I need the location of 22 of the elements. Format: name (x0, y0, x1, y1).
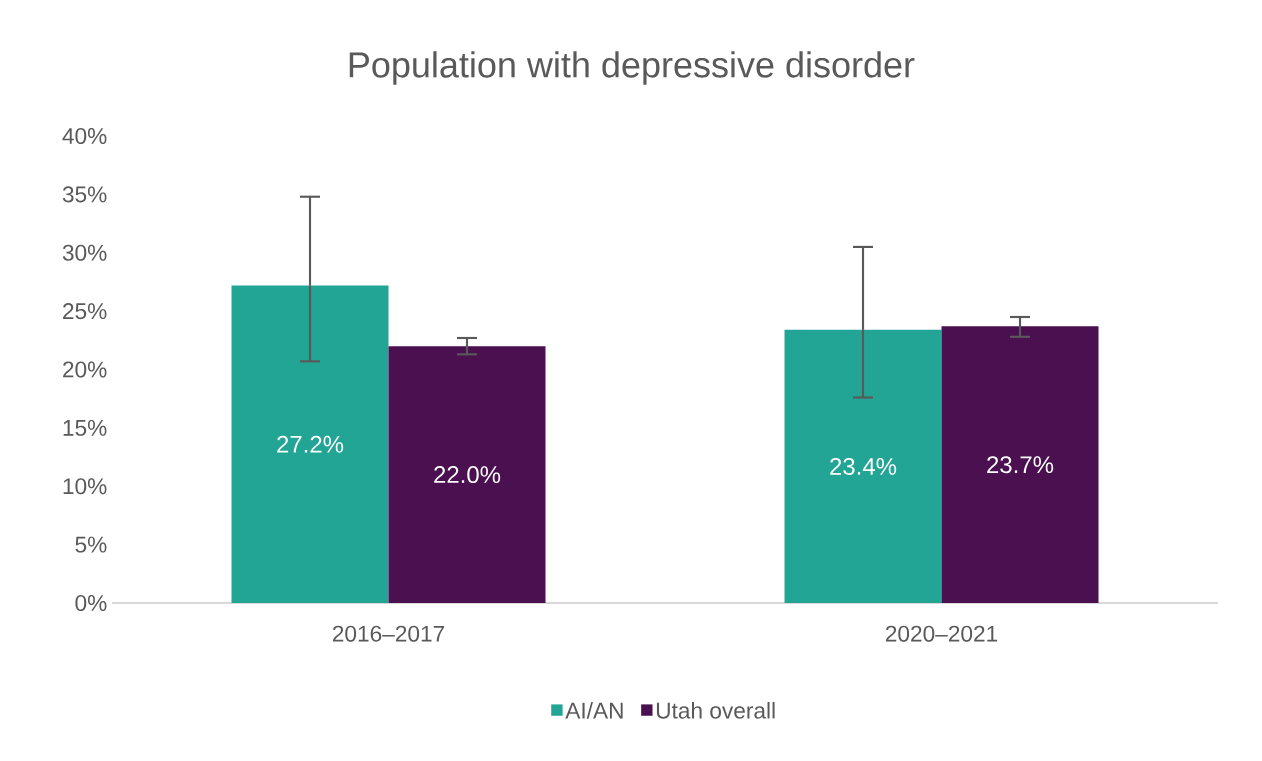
data-label: 27.2% (277, 435, 344, 453)
bar (784, 329, 942, 604)
x-tick-label: 2016–2017 (332, 625, 445, 642)
y-tick-label: 35% (62, 186, 107, 203)
y-tick-label: 20% (63, 361, 107, 378)
y-tick-label: 25% (63, 303, 107, 320)
bar (231, 285, 389, 604)
y-tick-label: 10% (63, 478, 107, 495)
data-label: 22.0% (434, 466, 501, 484)
data-label: 23.4% (830, 457, 897, 475)
bar (941, 326, 1099, 604)
y-tick-label: 0% (75, 594, 107, 612)
y-tick-label: 15% (63, 419, 107, 436)
data-label: 23.7% (987, 456, 1054, 474)
y-tick-label: 5% (75, 536, 107, 553)
legend-label: AI/AN (565, 702, 623, 719)
y-tick-label: 40% (62, 127, 107, 145)
chart-title: Population with depressive disorder (349, 51, 915, 85)
legend-label: Utah overall (656, 702, 775, 719)
x-tick-label: 2020–2021 (885, 625, 998, 642)
bar (388, 346, 546, 604)
y-tick-label: 30% (62, 244, 107, 261)
